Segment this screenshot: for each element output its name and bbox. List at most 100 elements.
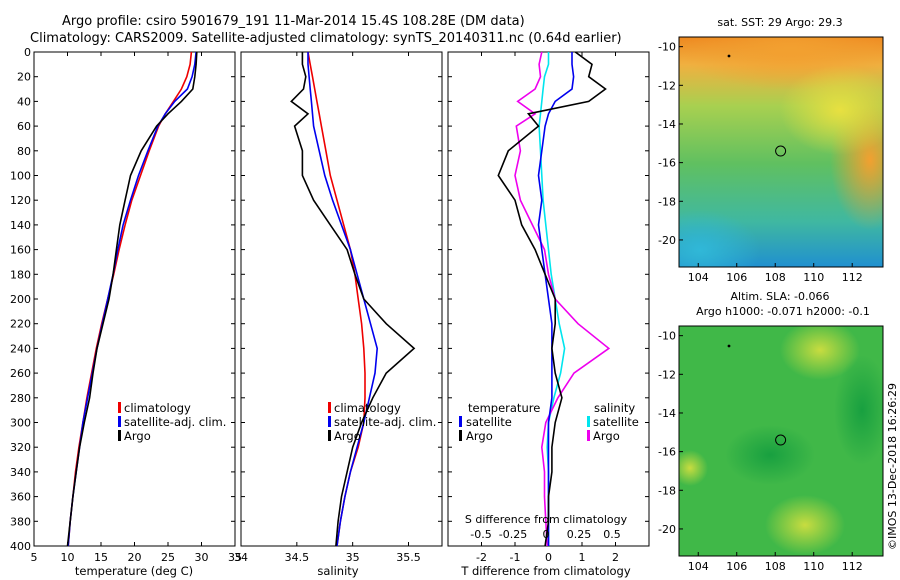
sla-map-title-line1: Altim. SLA: -0.066 bbox=[730, 290, 829, 303]
legend-swatch-s-satellite bbox=[587, 416, 590, 427]
map-y-tick-label: -10 bbox=[658, 330, 676, 343]
sst-yellow-region bbox=[780, 65, 883, 155]
map-y-tick-label: -10 bbox=[658, 41, 676, 54]
series-line-satellite-adj-clim- bbox=[307, 52, 379, 547]
salinity-x-axis: 34 34.5 35 35.5 bbox=[234, 52, 421, 564]
map-x-tick-label: 106 bbox=[726, 560, 747, 573]
y-tick-label: 140 bbox=[10, 219, 31, 232]
legend-swatch-t-satellite bbox=[459, 416, 462, 427]
y-tick-label: 260 bbox=[10, 367, 31, 380]
s-tick-label: 0.5 bbox=[603, 528, 621, 541]
sla-map-panel: Altim. SLA: -0.066 Argo h1000: -0.071 h2… bbox=[658, 290, 884, 573]
x-tick-label: 34.5 bbox=[285, 551, 310, 564]
map-x-tick-label: 112 bbox=[842, 271, 863, 284]
temperature-legend: climatology satellite-adj. clim. Argo bbox=[118, 401, 226, 443]
difference-panel: -2 -1 0 1 2 T difference from climatology S … bbox=[447, 51, 650, 578]
x-tick-label: 35 bbox=[346, 551, 360, 564]
x-tick-label: 34 bbox=[234, 551, 248, 564]
y-tick-label: 200 bbox=[10, 293, 31, 306]
y-tick-label: 360 bbox=[10, 491, 31, 504]
legend-swatch-argo bbox=[328, 430, 331, 441]
sla-high-north bbox=[780, 326, 860, 380]
legend-swatch-satellite bbox=[328, 416, 331, 427]
legend-label-satellite: satellite-adj. clim. bbox=[334, 415, 436, 429]
y-tick-label: 220 bbox=[10, 318, 31, 331]
salinity-axes-box bbox=[240, 51, 443, 547]
x-tick-label: 25 bbox=[161, 551, 175, 564]
y-tick-label: 60 bbox=[17, 120, 31, 133]
x-tick-label: -2 bbox=[476, 551, 487, 564]
legend-label-s-satellite: satellite bbox=[593, 415, 639, 429]
y-tick-label: 160 bbox=[10, 244, 31, 257]
series-line-t-argo bbox=[497, 51, 607, 547]
legend-title-salinity: salinity bbox=[594, 401, 635, 415]
legend-swatch-satellite bbox=[118, 416, 121, 427]
y-tick-label: 240 bbox=[10, 342, 31, 355]
sst-map-axes: 104 106 108 110 112 -10 -12 -14 -16 -18 -20 bbox=[658, 41, 863, 284]
temperature-panel: 0 20 40 60 80 100 120 140 160 180 200 220 240 260 280 3… bbox=[10, 46, 242, 578]
x-tick-label: -1 bbox=[510, 551, 521, 564]
x-tick-label: 10 bbox=[61, 551, 75, 564]
map-x-tick-label: 104 bbox=[688, 271, 709, 284]
sst-profile-location-marker bbox=[775, 145, 787, 157]
difference-xlabel: T difference from climatology bbox=[460, 564, 631, 578]
map-x-tick-label: 106 bbox=[726, 271, 747, 284]
sla-map-title-line2: Argo h1000: -0.071 h2000: -0.1 bbox=[696, 305, 870, 318]
map-y-tick-label: -14 bbox=[658, 118, 676, 131]
sst-map-panel: sat. SST: 29 Argo: 29.3 104 106 108 110 112 -… bbox=[658, 16, 884, 284]
s-tick-label: -0.5 bbox=[470, 528, 491, 541]
x-tick-label: 5 bbox=[31, 551, 38, 564]
y-tick-label: 280 bbox=[10, 392, 31, 405]
s-difference-tick-labels: -0.5 -0.25 0 0.25 0.5 bbox=[470, 528, 620, 541]
temperature-xlabel: temperature (deg C) bbox=[75, 564, 193, 578]
x-tick-label: 35.5 bbox=[396, 551, 421, 564]
figure-title-line1: Argo profile: csiro 5901679_191 11-Mar-2… bbox=[62, 14, 525, 29]
map-y-tick-label: -20 bbox=[658, 234, 676, 247]
difference-lines bbox=[497, 51, 611, 547]
sst-map-field bbox=[679, 37, 883, 267]
legend-swatch-argo bbox=[118, 430, 121, 441]
legend-label-climatology: climatology bbox=[124, 401, 191, 415]
figure-title-line2: Climatology: CARS2009. Satellite-adjuste… bbox=[30, 31, 622, 46]
map-y-tick-label: -16 bbox=[658, 157, 676, 170]
legend-label-s-argo: Argo bbox=[593, 429, 620, 443]
series-line-t-satellite bbox=[537, 52, 575, 546]
legend-label-climatology: climatology bbox=[334, 401, 401, 415]
map-y-tick-label: -18 bbox=[658, 195, 676, 208]
temperature-axes-box bbox=[33, 51, 236, 547]
map-y-tick-label: -18 bbox=[658, 484, 676, 497]
map-y-tick-label: -12 bbox=[658, 368, 676, 381]
map-x-tick-label: 108 bbox=[765, 560, 786, 573]
sla-map-frame bbox=[678, 325, 884, 557]
y-tick-label: 320 bbox=[10, 441, 31, 454]
map-x-tick-label: 104 bbox=[688, 560, 709, 573]
map-y-tick-label: -12 bbox=[658, 79, 676, 92]
x-tick-label: 30 bbox=[195, 551, 209, 564]
legend-swatch-s-argo bbox=[587, 430, 590, 441]
y-tick-label: 380 bbox=[10, 515, 31, 528]
y-tick-label: 40 bbox=[17, 95, 31, 108]
x-tick-label: 15 bbox=[94, 551, 108, 564]
sst-small-island-icon bbox=[727, 54, 731, 58]
y-tick-label: 20 bbox=[17, 71, 31, 84]
depth-axis: 0 20 40 60 80 100 120 140 160 180 200 220 240 260 280 3… bbox=[10, 46, 235, 553]
map-x-tick-label: 110 bbox=[803, 560, 824, 573]
temperature-lines bbox=[66, 51, 198, 547]
salinity-panel: 34 34.5 35 35.5 salinity climatology satell… bbox=[234, 51, 443, 578]
x-tick-label: 1 bbox=[579, 551, 586, 564]
legend-swatch-climatology bbox=[118, 402, 121, 413]
imos-timestamp-stamp: ©IMOS 13-Dec-2018 16:26:29 bbox=[886, 383, 899, 550]
series-line-s-argo bbox=[514, 51, 611, 547]
s-tick-label: -0.25 bbox=[499, 528, 527, 541]
map-x-tick-label: 112 bbox=[842, 560, 863, 573]
y-tick-label: 340 bbox=[10, 466, 31, 479]
legend-label-t-satellite: satellite bbox=[466, 415, 512, 429]
y-tick-label: 400 bbox=[10, 540, 31, 553]
series-line-argo bbox=[66, 51, 198, 547]
difference-legend: temperature satellite Argo salinity sate… bbox=[459, 401, 639, 443]
series-line-s-satellite bbox=[538, 52, 566, 546]
sst-cool-region bbox=[679, 210, 760, 267]
sla-low-center bbox=[725, 425, 815, 485]
series-line-climatology bbox=[307, 51, 366, 547]
